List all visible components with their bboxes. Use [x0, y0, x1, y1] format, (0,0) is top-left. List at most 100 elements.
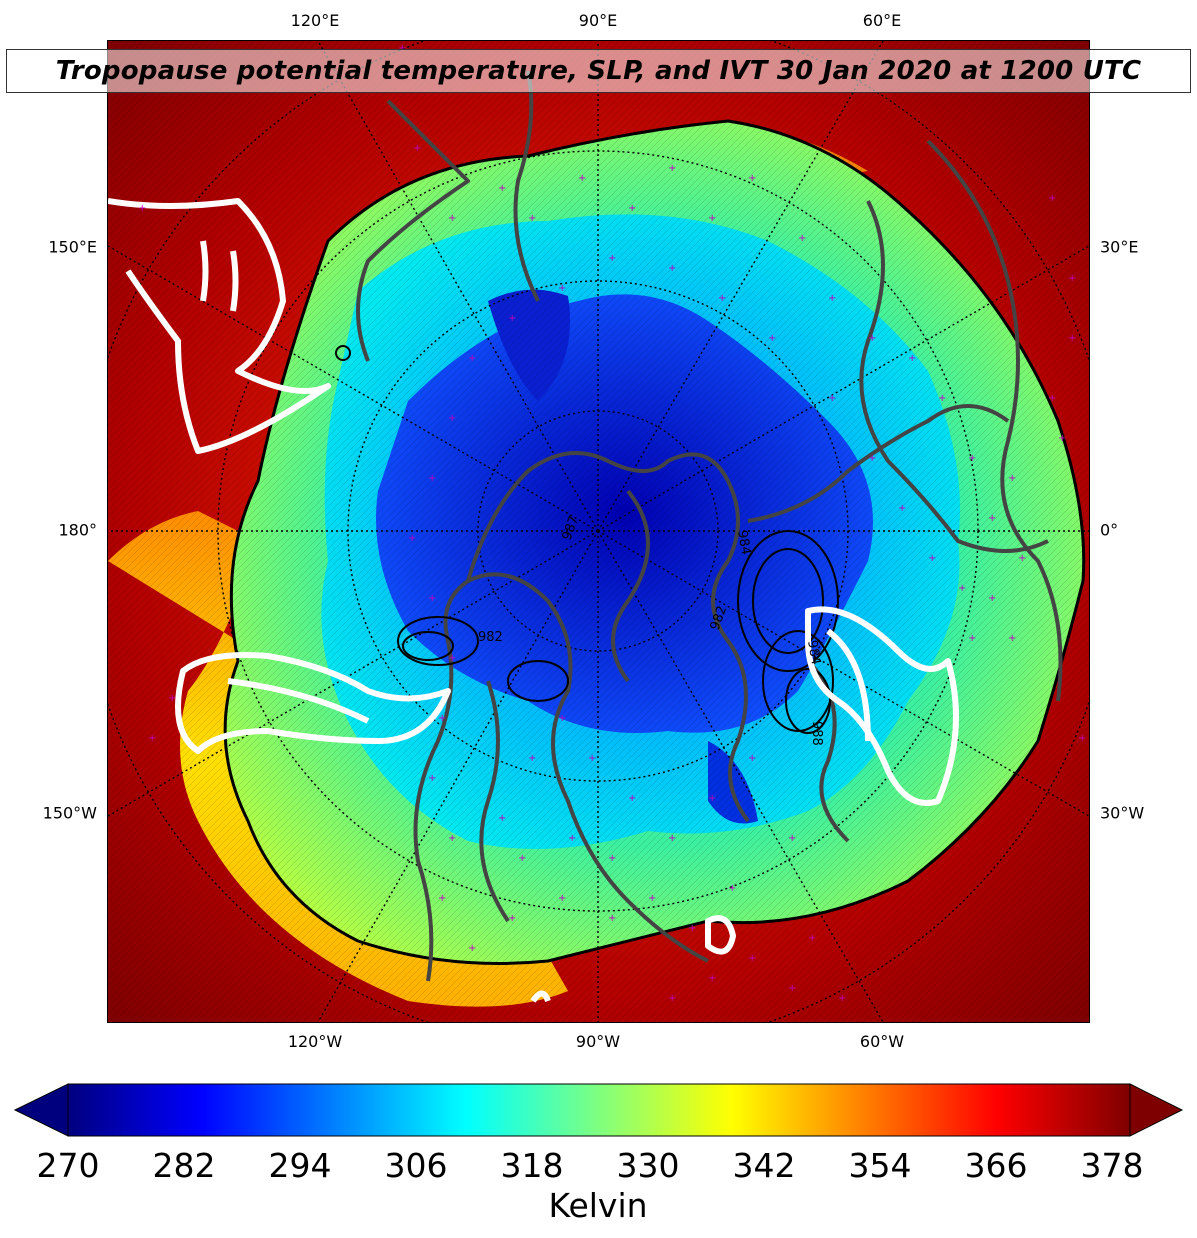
graticule [108, 41, 1089, 1022]
svg-text:+: + [568, 833, 576, 844]
longitude-label: 60°E [862, 11, 902, 30]
svg-text:+: + [898, 503, 906, 514]
svg-text:+: + [628, 203, 636, 214]
colorbar-tick: 282 [152, 1146, 216, 1185]
svg-text:+: + [588, 753, 596, 764]
colorbar-tick: 318 [500, 1146, 564, 1185]
svg-text:+: + [168, 693, 176, 704]
colorbar-tick: 294 [268, 1146, 332, 1185]
colorbar-label: Kelvin [548, 1186, 648, 1225]
svg-text:+: + [518, 853, 526, 864]
svg-text:+: + [528, 753, 536, 764]
svg-text:+: + [1058, 433, 1066, 444]
svg-text:+: + [448, 213, 456, 224]
svg-text:+: + [728, 883, 736, 894]
colorbar-tick: 306 [384, 1146, 448, 1185]
svg-text:+: + [648, 893, 656, 904]
colorbar-max-extend [1129, 1083, 1184, 1137]
svg-text:+: + [748, 953, 756, 964]
title-box: Tropopause potential temperature, SLP, a… [6, 49, 1191, 93]
svg-text:+: + [558, 893, 566, 904]
svg-text:+: + [788, 983, 796, 994]
colorbar-tick: 270 [36, 1146, 100, 1185]
svg-text:+: + [808, 933, 816, 944]
svg-text:+: + [748, 753, 756, 764]
coastlines [356, 70, 1063, 982]
slp-contours [335, 345, 839, 734]
longitude-label: 60°W [859, 1032, 905, 1051]
colorbar-tick: 378 [1080, 1146, 1144, 1185]
svg-text:+: + [868, 453, 876, 464]
svg-text:+: + [438, 893, 446, 904]
svg-text:+: + [708, 213, 716, 224]
svg-text:+: + [428, 773, 436, 784]
svg-text:+: + [798, 233, 806, 244]
svg-text:+: + [498, 813, 506, 824]
svg-text:+: + [1048, 193, 1056, 204]
svg-text:+: + [448, 413, 456, 424]
svg-text:+: + [828, 293, 836, 304]
svg-text:+: + [438, 713, 446, 724]
svg-text:+: + [448, 833, 456, 844]
svg-text:+: + [428, 593, 436, 604]
slp-label: 984 [734, 529, 753, 556]
svg-text:+: + [1018, 553, 1026, 564]
slp-label: 982 [478, 630, 503, 645]
ivt-contours [108, 198, 959, 1003]
svg-text:+: + [468, 353, 476, 364]
svg-text:+: + [1008, 633, 1016, 644]
svg-text:+: + [988, 513, 996, 524]
svg-text:+: + [768, 333, 776, 344]
svg-text:+: + [748, 173, 756, 184]
colorbar-min-extend [13, 1083, 69, 1137]
latitude-label: 0° [1100, 520, 1119, 540]
svg-text:+: + [958, 583, 966, 594]
svg-text:+: + [498, 183, 506, 194]
svg-text:+: + [708, 973, 716, 984]
svg-text:+: + [968, 453, 976, 464]
svg-text:+: + [408, 533, 416, 544]
svg-text:+: + [1078, 733, 1086, 744]
svg-text:+: + [838, 993, 846, 1004]
svg-text:+: + [688, 923, 696, 934]
svg-text:+: + [428, 473, 436, 484]
latitude-label: 150°E [48, 237, 97, 257]
svg-text:+: + [868, 333, 876, 344]
svg-text:+: + [788, 833, 796, 844]
slp-label: 988 [809, 721, 824, 746]
svg-text:+: + [508, 313, 516, 324]
svg-text:+: + [938, 393, 946, 404]
svg-text:+: + [668, 263, 676, 274]
svg-text:+: + [908, 353, 916, 364]
svg-text:+: + [558, 713, 566, 724]
longitude-label: 90°E [578, 11, 618, 30]
svg-text:+: + [628, 793, 636, 804]
colorbar-tick: 342 [732, 1146, 796, 1185]
svg-text:+: + [508, 913, 516, 924]
latitude-label: 180° [58, 520, 97, 540]
colorbar-tick: 330 [616, 1146, 680, 1185]
svg-text:+: + [828, 393, 836, 404]
slp-label: 984 [804, 639, 823, 666]
svg-text:+: + [1068, 273, 1076, 284]
latitude-label: 30°W [1100, 803, 1145, 823]
svg-text:+: + [608, 253, 616, 264]
svg-text:+: + [708, 793, 716, 804]
svg-text:+: + [448, 653, 456, 664]
svg-text:+: + [413, 143, 421, 154]
colorbar-tick: 354 [848, 1146, 912, 1185]
polar-map: ++ + ++ + ++ + ++ + ++ + ++ + ++ + ++ + ++ + ++ + … [108, 41, 1089, 1022]
svg-text:+: + [528, 213, 536, 224]
svg-text:+: + [988, 593, 996, 604]
latitude-label: 30°E [1100, 237, 1139, 257]
svg-text:+: + [138, 203, 146, 214]
svg-text:+: + [718, 293, 726, 304]
longitude-label: 120°E [290, 11, 340, 30]
longitude-label: 90°W [575, 1032, 621, 1051]
svg-text:+: + [608, 853, 616, 864]
station-markers: ++ + ++ + ++ + ++ + ++ + ++ + ++ + ++ + ++ + ++ + … [138, 43, 1086, 1004]
colorbar-tick: 366 [964, 1146, 1028, 1185]
svg-text:+: + [558, 283, 566, 294]
map-panel: + + + + + + + + + + + + + + + + + + + + + + + + + + + + + + … [107, 40, 1090, 1023]
map-title: Tropopause potential temperature, SLP, a… [55, 56, 1142, 86]
